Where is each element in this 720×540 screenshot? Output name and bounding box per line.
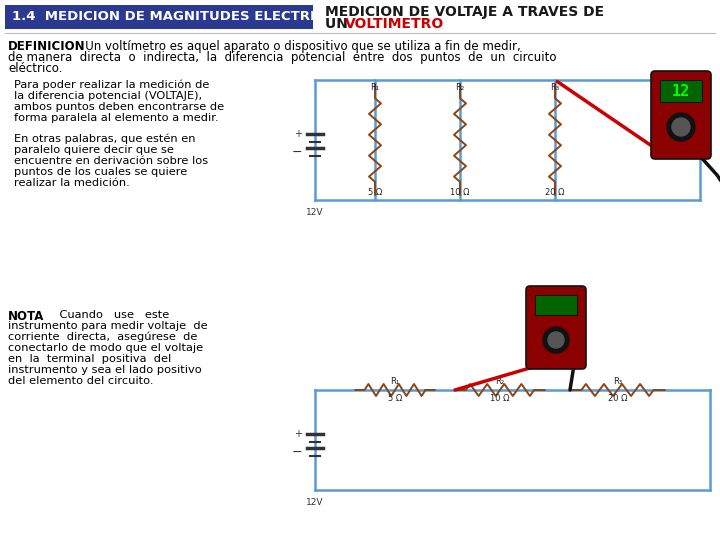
Text: +: + — [294, 129, 302, 139]
Circle shape — [672, 118, 690, 136]
Text: conectarlo de modo que el voltaje: conectarlo de modo que el voltaje — [8, 343, 203, 353]
Text: en  la  terminal  positiva  del: en la terminal positiva del — [8, 354, 171, 364]
Circle shape — [543, 327, 569, 353]
Text: instrumento para medir voltaje  de: instrumento para medir voltaje de — [8, 321, 207, 331]
Text: corriente  directa,  asegúrese  de: corriente directa, asegúrese de — [8, 332, 197, 342]
Bar — [535, 295, 577, 315]
Text: NOTA: NOTA — [8, 310, 45, 323]
Text: 10 Ω: 10 Ω — [450, 188, 469, 197]
Text: la diferencia potencial (VOLTAJE),: la diferencia potencial (VOLTAJE), — [14, 91, 202, 101]
Text: Un voltímetro es aquel aparato o dispositivo que se utiliza a fin de medir,: Un voltímetro es aquel aparato o disposi… — [74, 40, 521, 53]
Text: Para poder realizar la medición de: Para poder realizar la medición de — [14, 80, 210, 91]
Text: 5 Ω: 5 Ω — [388, 394, 402, 403]
Text: R₁: R₁ — [390, 377, 400, 386]
Circle shape — [667, 113, 695, 141]
Text: R₁: R₁ — [370, 83, 379, 92]
Bar — [5, 5, 313, 29]
Text: VOLTIMETRO: VOLTIMETRO — [345, 17, 444, 31]
Text: R₃: R₃ — [550, 83, 559, 92]
Text: 1.4  MEDICION DE MAGNITUDES ELECTRICAS: 1.4 MEDICION DE MAGNITUDES ELECTRICAS — [12, 10, 344, 24]
Text: −: − — [292, 446, 302, 458]
Text: R₂: R₂ — [456, 83, 464, 92]
Text: ambos puntos deben encontrarse de: ambos puntos deben encontrarse de — [14, 102, 224, 112]
Text: −: − — [292, 145, 302, 159]
Text: paralelo quiere decir que se: paralelo quiere decir que se — [14, 145, 174, 155]
Text: 12V: 12V — [306, 498, 324, 507]
Circle shape — [548, 332, 564, 348]
Text: 12V: 12V — [306, 208, 324, 217]
Text: forma paralela al elemento a medir.: forma paralela al elemento a medir. — [14, 113, 219, 123]
Text: +: + — [294, 429, 302, 439]
FancyBboxPatch shape — [651, 71, 711, 159]
Text: de manera  directa  o  indirecta,  la  diferencia  potencial  entre  dos  puntos: de manera directa o indirecta, la difere… — [8, 51, 557, 64]
Text: Cuando   use   este: Cuando use este — [45, 310, 169, 320]
Text: 12: 12 — [672, 84, 690, 98]
Text: del elemento del circuito.: del elemento del circuito. — [8, 376, 153, 386]
Text: En otras palabras, que estén en: En otras palabras, que estén en — [14, 134, 196, 145]
Text: realizar la medición.: realizar la medición. — [14, 178, 130, 188]
FancyBboxPatch shape — [526, 286, 586, 369]
Text: instrumento y sea el lado positivo: instrumento y sea el lado positivo — [8, 365, 202, 375]
Text: R₃: R₃ — [613, 377, 622, 386]
Text: puntos de los cuales se quiere: puntos de los cuales se quiere — [14, 167, 187, 177]
Bar — [660, 80, 702, 102]
Text: DEFINICION: DEFINICION — [8, 40, 86, 53]
Text: UN: UN — [325, 17, 353, 31]
Text: 20 Ω: 20 Ω — [608, 394, 627, 403]
Text: 5 Ω: 5 Ω — [368, 188, 382, 197]
Text: 20 Ω: 20 Ω — [545, 188, 564, 197]
Text: 10 Ω: 10 Ω — [490, 394, 510, 403]
Text: eléctrico.: eléctrico. — [8, 62, 63, 75]
Text: R₂: R₂ — [495, 377, 505, 386]
Text: encuentre en derivación sobre los: encuentre en derivación sobre los — [14, 156, 208, 166]
Text: MEDICION DE VOLTAJE A TRAVES DE: MEDICION DE VOLTAJE A TRAVES DE — [325, 5, 604, 19]
